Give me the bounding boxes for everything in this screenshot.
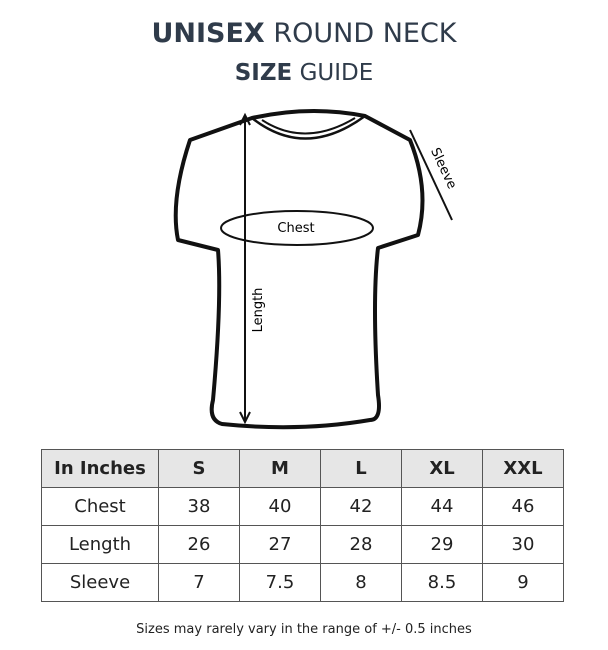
table-cell: 38 [158,487,240,526]
table-cell: 9 [482,563,564,602]
table-cell: 29 [401,525,483,564]
table-cell: 27 [239,525,321,564]
table-header-row: In Inches S M L XL XXL [41,449,564,488]
chest-label: Chest [277,221,314,236]
table-cell: 46 [482,487,564,526]
page-subtitle: SIZE GUIDE [234,60,374,86]
table-row: Length 26 27 28 29 30 [41,525,564,564]
table-row: Chest 38 40 42 44 46 [41,487,564,526]
page-title: UNISEX ROUND NECK [151,18,457,49]
tshirt-outline [173,108,425,430]
row-label: Length [41,525,159,564]
table-cell: 40 [239,487,321,526]
header-cell: In Inches [41,449,159,488]
row-label: Chest [41,487,159,526]
table-cell: 8.5 [401,563,483,602]
header-cell: XL [401,449,483,488]
table-cell: 30 [482,525,564,564]
table-cell: 44 [401,487,483,526]
size-table: In Inches S M L XL XXL Chest 38 40 42 44… [41,449,564,602]
sleeve-arrow [409,129,453,221]
table-cell: 7.5 [239,563,321,602]
header-cell: L [320,449,402,488]
chest-ellipse [220,210,374,246]
row-label: Sleeve [41,563,159,602]
header-cell: S [158,449,240,488]
header-cell: M [239,449,321,488]
sleeve-label: Sleeve [427,146,459,192]
table-cell: 8 [320,563,402,602]
tshirt-diagram: Chest Length Sleeve [173,108,459,430]
table-row: Sleeve 7 7.5 8 8.5 9 [41,563,564,602]
table-cell: 26 [158,525,240,564]
table-cell: 7 [158,563,240,602]
table-cell: 28 [320,525,402,564]
size-note: Sizes may rarely vary in the range of +/… [136,622,472,637]
table-cell: 42 [320,487,402,526]
header-cell: XXL [482,449,564,488]
length-label: Length [251,288,266,333]
